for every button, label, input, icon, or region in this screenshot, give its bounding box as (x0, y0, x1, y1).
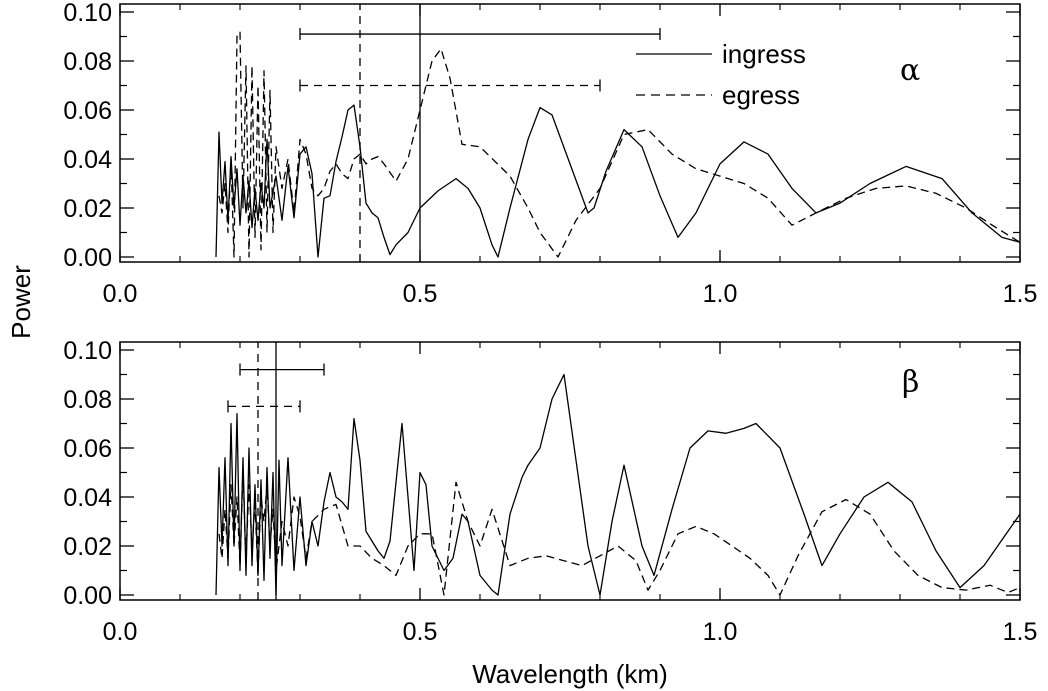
panel-alpha: 0.00 0.02 0.04 0.06 0.08 0.10 0.0 0.5 1.0 1.5 in… (63, 0, 1037, 308)
y-tick-label: 0.04 (63, 484, 112, 512)
x-tick-labels: 0.0 0.5 1.0 1.5 (103, 280, 1038, 308)
series-line-ingress (215, 104, 1021, 258)
y-tick-labels: 0.00 0.02 0.04 0.06 0.08 0.10 (63, 337, 112, 610)
series-lines (215, 373, 1021, 596)
y-tick-label: 0.00 (63, 582, 112, 610)
x-axis-title: Wavelength (km) (472, 659, 668, 689)
x-tick-label: 0.5 (403, 280, 438, 308)
y-tick-label: 0.08 (63, 48, 112, 76)
x-tick-label: 1.0 (703, 280, 738, 308)
panel-label-beta: β (902, 365, 919, 400)
x-tick-label: 0.5 (403, 618, 438, 646)
x-tick-label: 1.5 (1003, 618, 1038, 646)
y-tick-label: 0.10 (63, 0, 112, 27)
y-tick-label: 0.00 (63, 244, 112, 272)
series-line-egress (218, 30, 1021, 258)
y-tick-label: 0.02 (63, 195, 112, 223)
x-tick-label: 0.0 (103, 280, 138, 308)
y-tick-label: 0.06 (63, 97, 112, 125)
panel-beta: 0.00 0.02 0.04 0.06 0.08 0.10 0.0 0.5 1.0 1.5 β (63, 337, 1037, 646)
y-tick-label: 0.10 (63, 337, 112, 365)
x-tick-label: 1.5 (1003, 280, 1038, 308)
y-tick-label: 0.04 (63, 146, 112, 174)
y-axis-title: Power (6, 265, 36, 339)
x-tick-label: 1.0 (703, 618, 738, 646)
series-line-ingress (215, 373, 1021, 596)
x-tick-labels: 0.0 0.5 1.0 1.5 (103, 618, 1038, 646)
legend-label-ingress: ingress (722, 39, 806, 69)
series-lines (215, 30, 1021, 258)
legend-label-egress: egress (722, 80, 800, 110)
legend: ingress egress (636, 39, 806, 110)
tick-marks (119, 342, 1021, 600)
y-tick-label: 0.08 (63, 386, 112, 414)
y-tick-label: 0.06 (63, 435, 112, 463)
range-markers (227, 342, 325, 600)
series-line-egress (218, 471, 1021, 596)
plot-frame (119, 3, 1021, 263)
y-tick-label: 0.02 (63, 533, 112, 561)
y-tick-labels: 0.00 0.02 0.04 0.06 0.08 0.10 (63, 0, 112, 272)
panel-label-alpha: α (900, 53, 920, 88)
range-markers (299, 4, 661, 262)
x-tick-label: 0.0 (103, 618, 138, 646)
plot-frame (119, 341, 1021, 601)
